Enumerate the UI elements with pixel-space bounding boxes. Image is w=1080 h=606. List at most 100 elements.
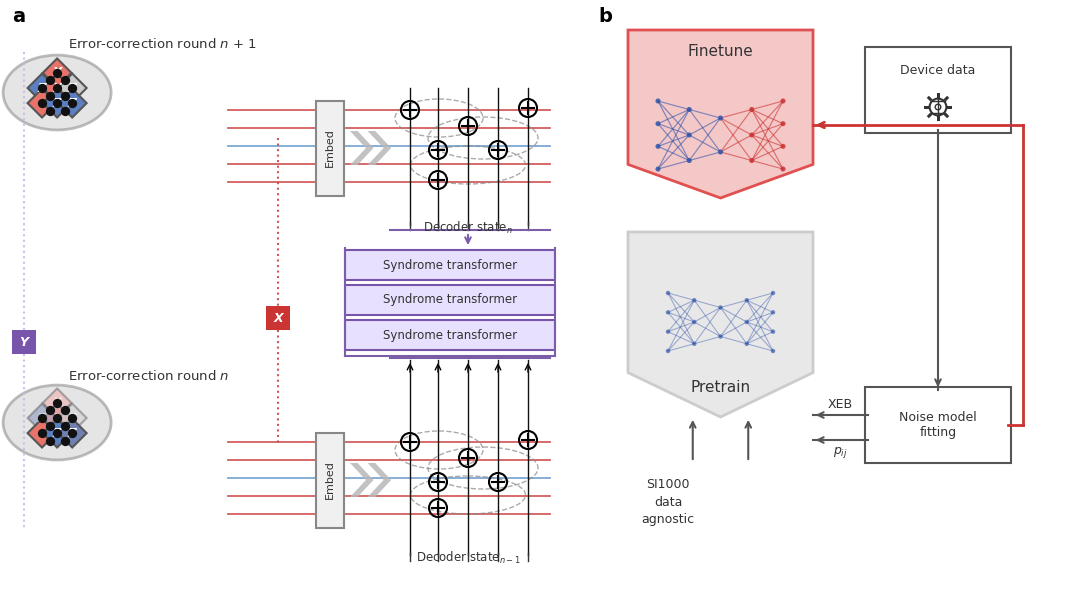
Polygon shape [43,73,71,102]
Circle shape [771,348,775,353]
Polygon shape [367,131,391,165]
Text: Embed: Embed [325,461,335,499]
Circle shape [781,121,785,126]
Polygon shape [627,232,813,417]
Polygon shape [43,388,71,418]
FancyBboxPatch shape [266,306,291,330]
Text: $p_{ij}$: $p_{ij}$ [833,444,848,459]
Circle shape [771,291,775,295]
Circle shape [692,320,697,324]
Circle shape [656,98,661,104]
Circle shape [771,310,775,315]
FancyBboxPatch shape [345,285,555,315]
Text: Decoder state$_{n-1}$: Decoder state$_{n-1}$ [416,550,521,566]
Polygon shape [944,96,949,101]
Text: a: a [12,7,25,26]
Text: Syndrome transformer: Syndrome transformer [383,259,517,271]
Text: Finetune: Finetune [688,44,754,59]
Text: Z: Z [68,411,77,424]
Text: X: X [52,411,62,424]
Circle shape [744,298,750,302]
Text: Z: Z [53,427,62,439]
Polygon shape [927,96,932,101]
Text: X: X [52,396,62,410]
Polygon shape [923,105,929,108]
Polygon shape [43,88,71,118]
Text: Embed: Embed [325,128,335,167]
Polygon shape [28,88,56,118]
Circle shape [665,310,671,315]
FancyBboxPatch shape [316,433,345,527]
Polygon shape [350,463,374,497]
Circle shape [781,144,785,149]
Circle shape [750,133,754,138]
Polygon shape [58,419,86,447]
Circle shape [665,330,671,334]
Circle shape [781,167,785,171]
Circle shape [935,104,941,110]
Polygon shape [627,30,813,198]
Circle shape [718,150,723,155]
Text: XEB: XEB [828,399,853,411]
Polygon shape [350,131,374,165]
Circle shape [665,291,671,295]
Polygon shape [367,463,391,497]
Circle shape [718,116,723,121]
Polygon shape [28,73,56,102]
Text: Z: Z [38,81,46,95]
Text: Syndrome transformer: Syndrome transformer [383,293,517,307]
Text: Decoder state$_n$: Decoder state$_n$ [423,220,513,236]
Circle shape [781,98,785,104]
Circle shape [771,330,775,334]
FancyBboxPatch shape [345,320,555,350]
Polygon shape [43,419,71,447]
Circle shape [750,107,754,112]
FancyBboxPatch shape [12,330,36,354]
FancyBboxPatch shape [865,387,1011,463]
Text: Z: Z [53,96,62,110]
Circle shape [687,133,692,138]
Circle shape [744,320,750,324]
Circle shape [656,167,661,171]
Circle shape [718,335,723,339]
Ellipse shape [3,55,111,130]
Polygon shape [947,105,953,108]
Circle shape [692,298,697,302]
Text: Z: Z [68,96,77,110]
Polygon shape [936,93,940,98]
Text: Pretrain: Pretrain [690,380,751,395]
Text: Error-correction round $n$: Error-correction round $n$ [68,369,229,383]
FancyBboxPatch shape [865,47,1011,133]
FancyBboxPatch shape [316,101,345,196]
Polygon shape [43,59,71,87]
Text: X: X [273,311,283,324]
Text: b: b [598,7,612,26]
Text: Z: Z [68,427,77,439]
Circle shape [656,121,661,126]
Text: Error-correction round $n$ + 1: Error-correction round $n$ + 1 [68,37,257,51]
Polygon shape [936,116,940,121]
Polygon shape [58,404,86,433]
Text: SI1000
data
agnostic: SI1000 data agnostic [642,479,694,525]
Text: Noise model
fitting: Noise model fitting [900,411,977,439]
Text: Z: Z [38,411,46,424]
Circle shape [744,342,750,346]
Text: Device data: Device data [901,64,975,76]
Text: Y: Y [19,336,28,348]
Polygon shape [28,419,56,447]
Polygon shape [944,113,949,118]
Circle shape [718,305,723,310]
Circle shape [665,348,671,353]
Polygon shape [28,404,56,433]
Circle shape [656,144,661,149]
Polygon shape [58,73,86,102]
Text: X: X [52,67,62,79]
Circle shape [687,158,692,163]
Text: X: X [52,81,62,95]
Text: +: + [37,96,48,110]
Ellipse shape [3,385,111,460]
Polygon shape [927,113,932,118]
Text: Syndrome transformer: Syndrome transformer [383,328,517,342]
Polygon shape [43,404,71,433]
Text: +: + [37,427,48,439]
